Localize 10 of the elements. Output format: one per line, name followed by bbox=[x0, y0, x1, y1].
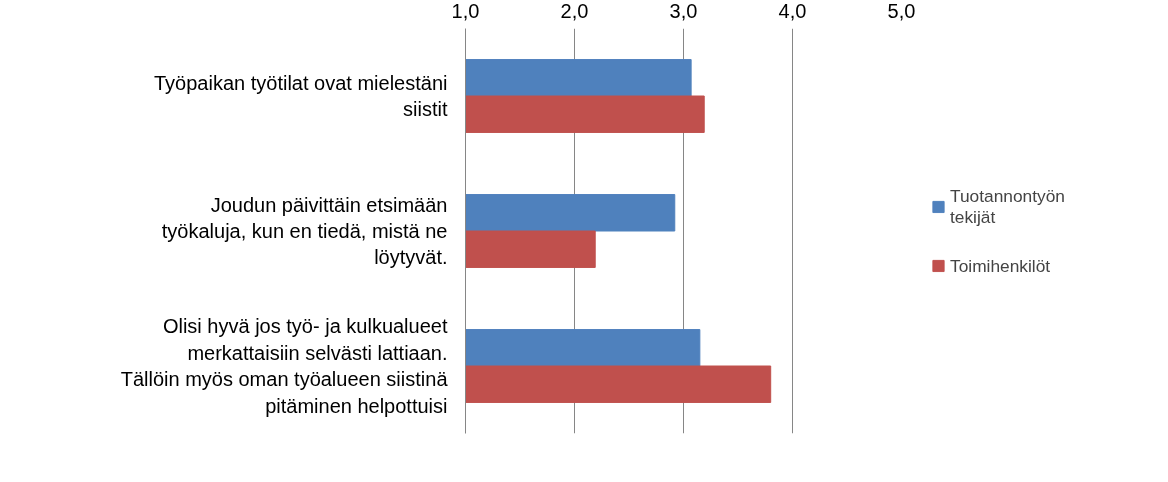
y-tick-label: Joudun päivittäin etsimään työkaluja, kun en tiedä, mistä ne löytyvät. bbox=[161, 193, 448, 269]
legend-label: Tuotannontyön tekijät bbox=[950, 185, 1065, 227]
x-tick-label: 5,0 bbox=[887, 0, 916, 22]
x-tick-label: 2,0 bbox=[560, 0, 589, 22]
x-tick-label: 4,0 bbox=[778, 0, 807, 22]
legend-label: Toimihenkilöt bbox=[950, 255, 1051, 276]
x-tick-label: 3,0 bbox=[669, 0, 698, 22]
x-tick-label: 1,0 bbox=[451, 0, 480, 22]
y-tick-label: Olisi hyvä jos työ- ja kulkualueet merkattaisiin selvästi lattiaan. Tällöin myös oman työalueen siistinä pitäminen helpottuisi bbox=[120, 315, 449, 417]
y-tick-label: Työpaikan työtilat ovat mielestäni siistit bbox=[154, 71, 448, 121]
